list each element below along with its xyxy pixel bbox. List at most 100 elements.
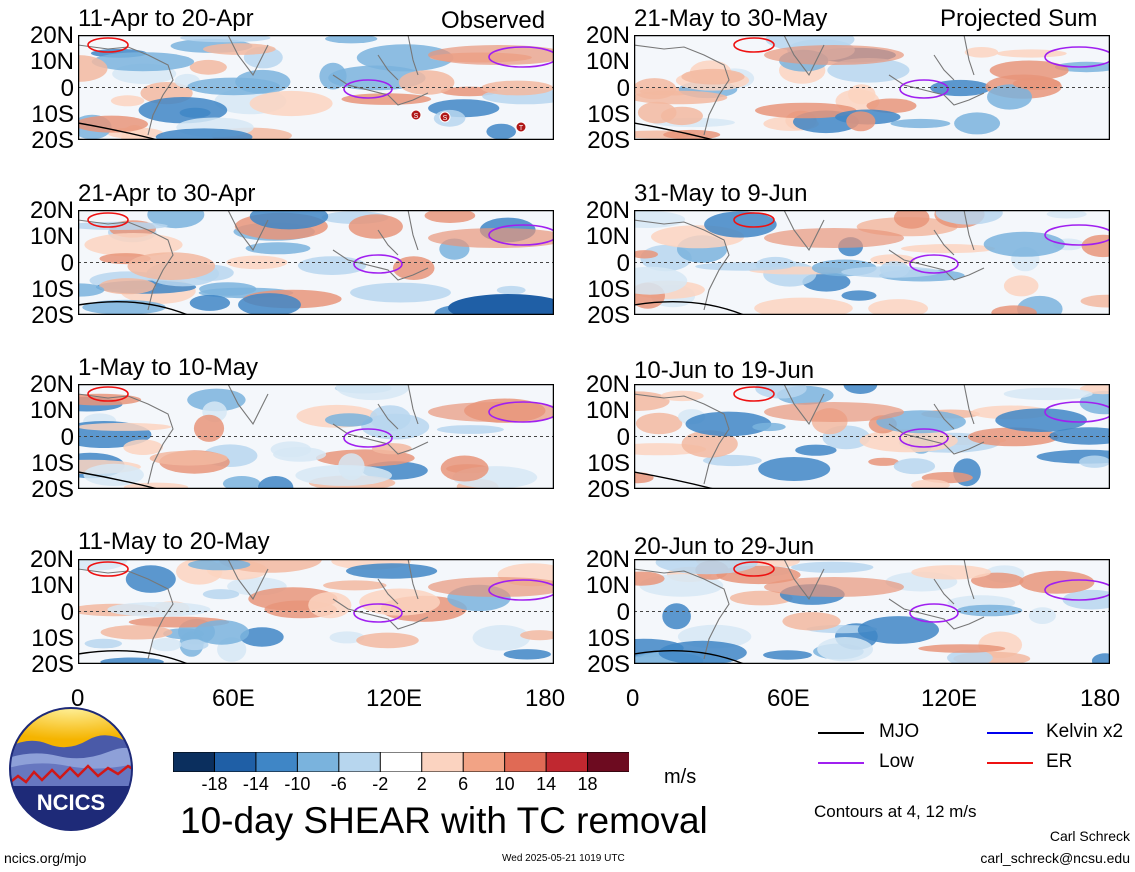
panel-title-right-2: 31-May to 9-Jun [634,180,808,207]
contours-note: Contours at 4, 12 m/s [814,802,977,821]
shear-anomaly-blob [348,214,403,239]
panel-title-right-3: 10-Jun to 19-Jun [634,357,815,384]
low-contour [899,428,949,448]
low-contour [909,603,959,623]
lat-label-10s: 10S [31,100,74,128]
shear-anomaly-blob [180,639,209,651]
shear-anomaly-blob [1028,607,1056,624]
map-frame [634,35,1110,140]
legend-label-mjo: MJO [879,721,920,742]
shear-anomaly-blob [193,414,225,442]
lat-label-0: 0 [616,598,630,626]
map-frame [78,210,554,315]
colorbar-tick-label: -10 [284,774,311,794]
low-contour [353,254,403,274]
shear-anomaly-blob [893,210,930,229]
shear-anomaly-blob [935,210,1003,225]
lat-label-20n: 20N [29,22,74,49]
lat-label-10s: 10S [587,449,630,477]
colorbar-tick-label: 18 [577,774,598,794]
lon-label-left-0: 0 [71,685,85,712]
shear-anomaly-blob [868,457,899,466]
colorbar-segment [296,752,340,772]
shear-anomaly-blob [84,233,183,257]
shear-anomaly-blob [428,45,554,65]
shear-map-projected-1 [634,35,1110,140]
mjo-contour [78,471,159,489]
mjo-contour [78,122,159,140]
lat-label-20s: 20S [31,651,74,678]
panel-title-left-4: 11-May to 20-May [78,528,270,555]
shear-anomaly-blob [436,425,504,434]
shear-anomaly-blob [325,413,373,427]
shear-anomaly-blob [764,45,904,65]
shear-anomaly-blob [876,410,966,434]
shear-anomaly-blob [991,305,1037,315]
tc-marker: S [410,109,422,121]
shear-anomaly-blob [503,649,551,660]
panel-title-left-1: 11-Apr to 20-Apr [78,5,254,32]
lat-label-0: 0 [60,598,74,626]
footer-email[interactable]: carl_schreck@ncsu.edu [980,850,1130,866]
shear-anomaly-blob [634,90,728,105]
panel-title-left-3: 1-May to 10-May [78,354,259,381]
shear-anomaly-blob [194,620,250,645]
shear-anomaly-blob [911,479,950,489]
shear-anomaly-blob [125,565,176,593]
shear-anomaly-blob [325,35,378,44]
footer-url[interactable]: ncics.org/mjo [4,850,87,866]
er-contour [87,212,129,228]
shear-anomaly-blob [964,47,999,58]
lat-label-0: 0 [60,249,74,277]
shear-anomaly-blob [486,123,516,140]
shear-anomaly-blob [868,299,928,315]
lat-label-10n: 10N [29,572,74,600]
shear-anomaly-blob [199,282,257,296]
coastline [78,210,429,311]
observed-label: Observed [441,7,546,34]
shear-map-observed-2 [78,210,554,315]
lat-label-10n: 10N [29,48,74,76]
lat-label-20n: 20N [29,546,74,573]
shear-anomaly-blob [308,592,352,619]
shear-anomaly-blob [695,262,792,271]
map-frame [634,384,1110,489]
lat-label-20s: 20S [31,476,74,503]
shear-anomaly-blob [369,405,411,431]
projected-sum-label: Projected Sum [940,5,1098,32]
shear-anomaly-blob [1046,210,1087,219]
shear-anomaly-blob [983,231,1065,257]
map-frame [78,559,554,664]
shear-anomaly-blob [791,561,874,573]
shear-anomaly-blob [1080,294,1110,308]
shear-anomaly-blob [84,638,122,649]
shear-anomaly-blob [918,644,1006,653]
shear-anomaly-blob [110,95,145,107]
lon-label-left-60e: 60E [212,685,255,712]
legend-line-er [987,762,1033,764]
legend-line-low [818,762,864,764]
shear-map-observed-1: S S T [78,35,554,140]
lat-label-20s: 20S [587,476,630,503]
lat-label-10s: 10S [587,275,630,303]
legend-label-kelvin: Kelvin x2 [1046,721,1124,742]
low-contour [899,79,949,99]
map-frame [78,384,554,489]
shear-anomaly-blob [346,563,438,579]
low-contour [1044,401,1110,423]
shear-anomaly-blob [634,391,670,411]
shear-anomaly-blob [764,228,904,248]
lat-label-0: 0 [60,423,74,451]
tc-marker-label: S [443,115,448,122]
lat-label-20s: 20S [587,302,630,329]
low-contour [353,603,403,623]
shear-anomaly-blob [1003,275,1039,297]
er-contour [733,212,775,228]
shear-anomaly-blob [758,457,831,481]
shear-anomaly-blob [764,577,904,597]
lat-label-10s: 10S [587,100,630,128]
panel-title-left-2: 21-Apr to 30-Apr [78,180,256,207]
shear-anomaly-blob [424,210,476,223]
panel-title-right-4: 20-Jun to 29-Jun [634,533,815,560]
colorbar-segment [421,752,465,772]
